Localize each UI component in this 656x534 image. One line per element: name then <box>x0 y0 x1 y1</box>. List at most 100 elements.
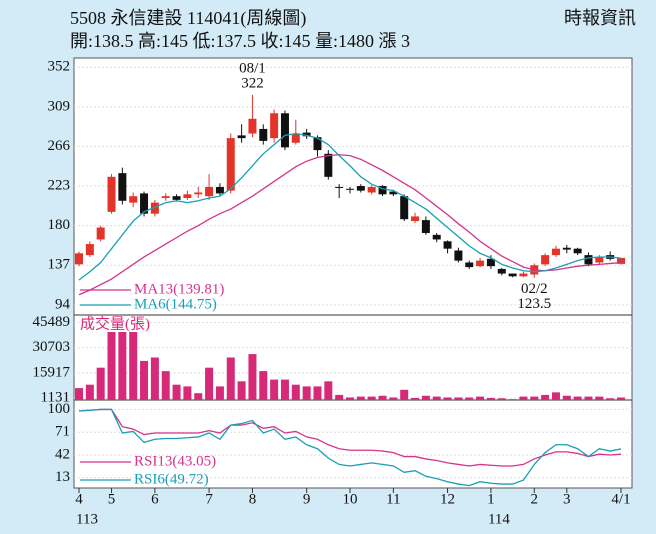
candle-body <box>118 173 127 201</box>
volume-bar <box>595 396 604 400</box>
volume-bar <box>270 379 279 400</box>
volume-bar <box>75 388 83 400</box>
candle-body <box>378 186 387 195</box>
annotation-date: 02/2 <box>521 281 548 297</box>
x-tick-label: 3 <box>563 491 571 507</box>
x-tick-label: 8 <box>249 491 257 507</box>
volume-bar <box>96 367 105 400</box>
candle-body <box>161 196 170 199</box>
candle-body <box>584 255 593 265</box>
candle-body <box>400 196 409 220</box>
y-tick-label: 30703 <box>33 339 71 355</box>
y-tick-label: 13 <box>55 469 70 485</box>
candle-body <box>280 113 289 148</box>
candle-body <box>367 186 376 193</box>
volume-bar <box>205 367 214 400</box>
volume-bar <box>259 371 268 400</box>
volume-bar <box>129 332 138 400</box>
volume-bar <box>367 396 376 400</box>
volume-bar <box>465 397 474 400</box>
title: 5508 永信建設 114041(周線圖) <box>70 8 306 29</box>
source: 時報資訊 <box>564 8 636 28</box>
volume-bar <box>248 354 257 400</box>
candle-body <box>259 128 268 141</box>
x-year-label: 114 <box>488 511 510 527</box>
candle-body <box>356 186 365 191</box>
candle-body <box>421 220 430 234</box>
candle-body <box>476 260 485 267</box>
x-tick-label: 7 <box>205 491 213 507</box>
plot-area <box>73 57 633 489</box>
candle-body <box>519 273 528 277</box>
x-tick-label: 9 <box>303 491 311 507</box>
candle-body <box>346 188 354 190</box>
annotation-date: 08/1 <box>239 60 266 76</box>
volume-bar <box>291 384 300 400</box>
x-tick-label: 1 <box>487 491 495 507</box>
volume-bar <box>194 393 203 400</box>
volume-bar <box>226 357 235 400</box>
volume-bar <box>606 398 615 400</box>
candle-body <box>302 132 311 137</box>
volume-bar <box>443 397 452 400</box>
y-tick-label: 71 <box>55 424 70 440</box>
candle-body <box>313 137 322 151</box>
candle-body <box>324 153 333 177</box>
volume-bar <box>140 360 149 400</box>
candle-body <box>140 193 149 214</box>
candle-body <box>226 138 235 191</box>
volume-bar <box>497 398 506 400</box>
volume-bar <box>617 397 625 400</box>
volume-bar <box>411 397 420 400</box>
x-tick-label: 4 <box>75 491 83 507</box>
x-tick-label: 4/1 <box>611 491 630 507</box>
legend-label: MA6(144.75) <box>134 296 217 312</box>
volume-bar <box>118 332 127 400</box>
volume-bar <box>584 396 593 400</box>
volume-bar <box>172 384 181 400</box>
volume-bar <box>313 386 322 400</box>
y-tick-label: 180 <box>48 217 71 233</box>
candle-body <box>443 241 452 249</box>
volume-bar <box>389 397 398 400</box>
candle-body <box>432 234 441 240</box>
volume-bar <box>302 386 311 400</box>
y-tick-label: 309 <box>48 98 71 114</box>
candle-body <box>172 196 181 200</box>
candle-body <box>486 258 495 267</box>
volume-bar <box>107 332 116 400</box>
candle-body <box>150 202 159 214</box>
candle-body <box>205 186 214 197</box>
candle-body <box>237 135 246 139</box>
line <box>78 132 622 281</box>
y-tick-label: 15917 <box>33 364 71 380</box>
line <box>78 408 622 467</box>
candle-body <box>389 191 398 195</box>
x-tick-label: 5 <box>108 491 116 507</box>
candle-body <box>595 256 604 263</box>
volume-bar <box>378 395 387 400</box>
quote: 開:138.5 高:145 低:137.5 收:145 量:1480 漲 3 <box>70 31 410 51</box>
candle-body <box>129 196 138 203</box>
x-tick-label: 2 <box>531 491 539 507</box>
volume-bar <box>421 395 430 400</box>
x-tick-label: 10 <box>343 491 358 507</box>
volume-bar <box>562 395 571 400</box>
candle-body <box>497 268 506 274</box>
line <box>78 408 622 487</box>
y-tick-label: 137 <box>48 257 71 273</box>
y-tick-label: 45489 <box>33 314 71 330</box>
line <box>78 154 622 296</box>
candle-body <box>96 227 105 240</box>
volume-bar <box>237 381 246 400</box>
candle-body <box>411 216 420 222</box>
annotation-value: 322 <box>241 75 264 91</box>
candle-body <box>508 273 517 277</box>
candle-body <box>270 113 279 139</box>
volume-bar <box>215 386 224 400</box>
x-year-label: 113 <box>76 511 98 527</box>
legend-label: RSI13(43.05) <box>134 453 216 469</box>
candle-body <box>454 250 463 261</box>
y-tick-label: 1131 <box>41 390 70 406</box>
y-tick-label: 100 <box>48 401 71 417</box>
